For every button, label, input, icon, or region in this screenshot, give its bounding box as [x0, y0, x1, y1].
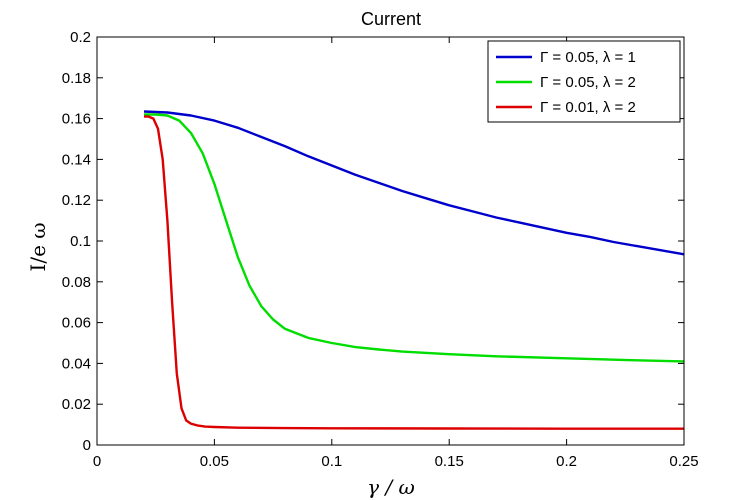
x-tick-label: 0: [93, 453, 101, 470]
legend-entry: Γ = 0.05, λ = 2: [540, 74, 636, 91]
x-tick-label: 0.15: [435, 453, 464, 470]
x-tick-label: 0.1: [321, 453, 342, 470]
y-tick-label: 0.2: [70, 29, 91, 46]
x-tick-label: 0.05: [200, 453, 229, 470]
y-tick-label: 0.04: [62, 355, 91, 372]
y-tick-label: 0.06: [62, 315, 91, 332]
y-tick-label: 0.14: [62, 151, 91, 168]
y-axis-label: I/e ω: [26, 222, 50, 271]
legend-box: [487, 40, 681, 123]
series-layer: [143, 110, 685, 430]
series-line-3: [144, 115, 684, 430]
tick-layer: 0 0.05 0.1 0.15 0.2 0.25 0 0.02 0.04 0.06 0.08 0.1 0…: [62, 29, 699, 470]
series-line-1: [143, 110, 685, 256]
series-line-2: [144, 113, 685, 363]
y-tick-label: 0.18: [62, 70, 91, 87]
y-tick-label: 0: [83, 437, 91, 454]
chart-title: Current: [361, 9, 421, 29]
x-tick-label: 0.25: [669, 453, 698, 470]
x-tick-label: 0.2: [556, 453, 577, 470]
legend-entry: Γ = 0.05, λ = 1: [540, 49, 636, 66]
y-tick-label: 0.1: [70, 233, 91, 250]
y-tick-label: 0.12: [62, 192, 91, 209]
y-tick-label: 0.08: [62, 274, 91, 291]
legend: Γ = 0.05, λ = 1 Γ = 0.05, λ = 2 Γ = 0.01, …: [487, 40, 681, 123]
y-tick-label: 0.16: [62, 111, 91, 128]
legend-entry: Γ = 0.01, λ = 2: [540, 99, 636, 116]
y-tick-label: 0.02: [62, 396, 91, 413]
x-axis-label: γ / ω: [367, 475, 415, 499]
